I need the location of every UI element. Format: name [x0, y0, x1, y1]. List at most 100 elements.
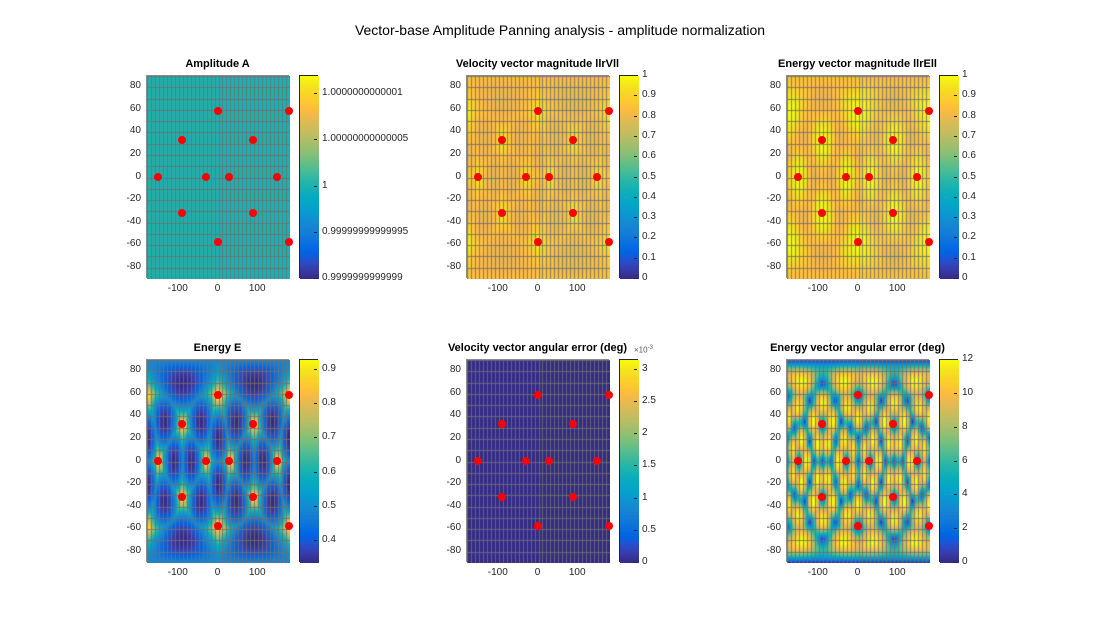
colorbar-tick-label: 1.00000000000005 [322, 132, 409, 144]
heatmap-axes[interactable] [466, 359, 610, 563]
colorbar-tick-label: 1 [642, 69, 648, 80]
y-tick-label: -40 [126, 215, 141, 227]
y-tick-label: 60 [449, 386, 461, 398]
colorbar-tick-label: 0.9 [322, 363, 336, 375]
y-tick-label: -20 [446, 193, 461, 205]
colorbar-tick-label: 0.4 [322, 533, 336, 545]
x-tick-label: -100 [487, 567, 508, 578]
y-tick-label: 40 [129, 409, 141, 421]
colorbar-tick-mark [634, 278, 637, 279]
subplot-title: Energy vector angular error (deg) [770, 342, 945, 354]
speaker-marker [285, 107, 293, 116]
colorbar-tick-label: 0.7 [322, 431, 336, 443]
speaker-marker [497, 208, 506, 217]
x-tick-label: -100 [807, 283, 828, 294]
speaker-marker [925, 237, 933, 246]
colorbar-tick-label: 0 [642, 272, 648, 283]
y-tick-label: -20 [766, 477, 781, 489]
speaker-marker [273, 172, 282, 181]
y-tick-label: -60 [126, 522, 141, 534]
colorbar-tick-label: 0 [642, 556, 648, 567]
figure-title: Vector-base Amplitude Panning analysis -… [354, 22, 766, 38]
colorbar-tick-label: 0.8 [322, 397, 336, 409]
colorbar [619, 75, 639, 279]
y-tick-label: 60 [769, 386, 781, 398]
speaker-marker [225, 172, 234, 181]
colorbar-tick-label: 0.9 [642, 89, 656, 101]
speaker-marker [841, 172, 850, 181]
colorbar-tick-mark [954, 494, 957, 496]
colorbar-tick-mark [314, 539, 317, 541]
colorbar-tick-mark [634, 135, 637, 137]
colorbar-tick-mark [954, 426, 957, 428]
speaker-marker [153, 456, 162, 465]
colorbar-tick-label: 0.5 [642, 523, 656, 535]
colorbar-tick-mark [954, 237, 957, 239]
y-tick-label: -20 [126, 193, 141, 205]
colorbar-tick-mark [954, 196, 957, 198]
subplot-energy: Energy E 80 60 40 20 0 -20 -40 -60 -80 -100 0 100 0.9… [100, 342, 420, 602]
colorbar-tick-label: 2 [962, 522, 968, 534]
y-tick-label: -80 [126, 260, 141, 272]
x-tick-label: 100 [888, 283, 906, 294]
colorbar-tick-label: 0.5 [962, 170, 976, 182]
y-tick-label: 0 [775, 454, 781, 466]
colorbar-tick-label: 0.9 [962, 89, 976, 101]
colorbar-gradient [940, 360, 959, 563]
speaker-marker [153, 172, 162, 181]
heatmap-axes[interactable] [786, 75, 930, 279]
colorbar-tick-mark [634, 497, 637, 499]
colorbar-tick-mark [954, 176, 957, 178]
speaker-marker [273, 456, 282, 465]
speaker-marker [569, 208, 578, 217]
colorbar-tick-mark [954, 562, 957, 563]
colorbar-tick-label: 0.5 [322, 499, 336, 511]
speaker-marker [605, 521, 613, 530]
y-tick-label: 0 [135, 170, 141, 182]
y-tick-label: 40 [449, 409, 461, 421]
colorbar-tick-label: 1 [642, 491, 648, 503]
y-tick-label: -80 [446, 544, 461, 556]
y-tick-label: -40 [126, 499, 141, 511]
y-tick-label: 40 [129, 125, 141, 137]
x-tick-label: 0 [534, 283, 541, 294]
speaker-marker [605, 237, 613, 246]
y-tick-label: 20 [449, 431, 461, 443]
colorbar [299, 359, 319, 563]
colorbar-tick-mark [634, 156, 637, 158]
speaker-marker [249, 492, 258, 501]
heatmap-axes[interactable] [466, 75, 610, 279]
colorbar-tick-mark [954, 217, 957, 219]
speaker-marker [497, 136, 506, 145]
colorbar [299, 75, 319, 279]
speaker-marker [533, 521, 542, 530]
colorbar-tick-mark [314, 138, 317, 140]
y-tick-label: 60 [449, 102, 461, 114]
x-tick-label: -100 [487, 283, 508, 294]
speaker-marker [213, 391, 222, 400]
colorbar-tick-label: 0.7 [962, 129, 976, 141]
heatmap-axes[interactable] [786, 359, 930, 563]
colorbar-tick-label: 6 [962, 454, 968, 466]
speaker-marker [285, 391, 293, 400]
subplot-title: Energy E [193, 342, 242, 354]
speaker-marker [545, 172, 554, 181]
y-tick-label: 20 [769, 147, 781, 159]
y-tick-label: 60 [769, 102, 781, 114]
colorbar-tick-mark [314, 278, 317, 279]
colorbar-tick-label: 1 [962, 69, 968, 80]
heatmap-axes[interactable] [146, 359, 290, 563]
y-tick-label: -60 [766, 522, 781, 534]
heatmap-axes[interactable] [146, 75, 290, 279]
speaker-marker [497, 420, 506, 429]
y-tick-label: -40 [766, 215, 781, 227]
y-tick-label: 0 [455, 454, 461, 466]
speaker-marker [925, 521, 933, 530]
speaker-marker [605, 107, 613, 116]
speaker-marker [249, 136, 258, 145]
speaker-marker [201, 456, 210, 465]
y-tick-label: 80 [129, 364, 141, 376]
colorbar-tick-mark [634, 529, 637, 531]
y-tick-label: -60 [446, 522, 461, 534]
subplot-amplitude: Amplitude A 80 60 40 20 0 -20 -40 -60 -80 -100 0 100… [100, 58, 420, 318]
